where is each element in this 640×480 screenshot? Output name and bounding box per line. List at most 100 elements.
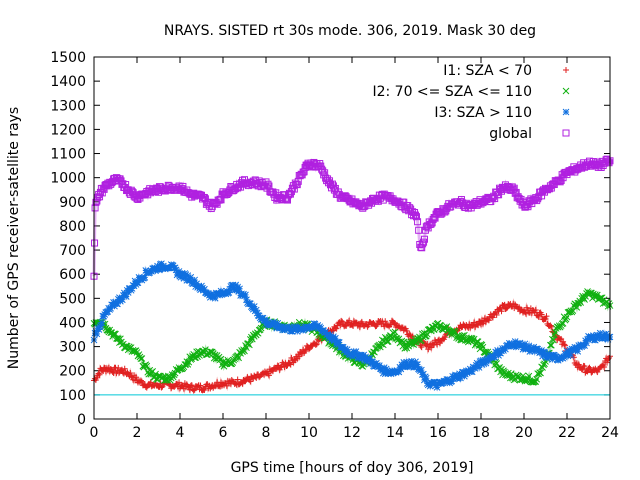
data-point [559,319,567,327]
data-point [395,335,403,343]
data-point [201,386,208,393]
data-point [597,294,605,302]
data-point [604,359,611,366]
data-point [605,159,613,167]
legend-label: I1: SZA < 70 [443,63,532,79]
x-tick-label: 14 [386,425,404,441]
data-point [253,374,260,381]
y-tick-label: 600 [59,267,86,283]
legend-label: I3: SZA > 110 [434,105,532,121]
x-tick-label: 22 [558,425,576,441]
data-point [551,329,559,336]
data-point [169,373,177,381]
data-point [184,383,191,390]
y-tick-label: 300 [59,340,86,356]
y-tick-label: 1100 [50,147,86,163]
data-point [419,240,427,248]
data-point [461,331,468,339]
legend-marker [562,129,570,137]
data-point [356,323,363,330]
data-point [312,341,319,348]
data-point [605,300,613,307]
data-point [137,355,145,363]
data-point [473,338,481,345]
data-point [562,315,570,323]
y-tick-label: 0 [77,412,86,428]
x-axis-label: GPS time [hours of doy 306, 2019] [231,460,474,476]
data-point [338,317,345,324]
data-point [296,353,303,360]
data-point [132,347,140,354]
data-point [415,226,423,234]
data-point [265,372,272,379]
data-point [435,325,443,333]
data-point [246,341,253,349]
data-point [460,336,467,343]
data-point [373,322,380,329]
plot-frame [93,56,611,420]
data-point [577,299,585,306]
data-point [93,374,100,381]
y-tick-label: 800 [59,219,86,235]
x-tick-label: 20 [515,425,533,441]
y-tick-label: 1000 [50,171,86,187]
data-point [159,383,166,390]
data-point [413,213,420,221]
data-point [485,317,492,324]
data-point [333,325,340,332]
data-point [538,311,545,318]
data-point [478,341,486,349]
data-point [138,378,145,385]
data-point [225,289,233,296]
data-point [197,382,204,389]
data-point [133,374,140,381]
data-point [547,341,554,349]
data-point [128,373,135,380]
data-point [252,306,260,314]
data-point [319,167,327,175]
data-point [118,366,125,373]
data-point [547,322,554,329]
data-point [475,322,482,329]
x-tick-label: 24 [601,425,619,441]
data-point [412,211,420,219]
x-tick-label: 8 [262,425,271,441]
data-point [300,168,308,176]
data-point [586,364,593,371]
x-tick-label: 2 [133,425,142,441]
series-1 [90,288,614,386]
data-point [194,353,201,361]
data-point [216,195,224,203]
data-point [542,315,549,322]
legend-marker [562,87,570,95]
data-point [382,318,389,325]
data-point [575,361,582,368]
data-point [573,304,581,311]
y-tick-label: 1500 [50,50,86,66]
data-point [469,322,476,329]
data-point [391,328,399,336]
data-point [241,347,248,355]
data-point [247,336,254,343]
data-point [98,189,106,197]
x-tick-label: 18 [472,425,490,441]
x-tick-label: 10 [300,425,318,441]
legend: I1: SZA < 70 I2: 70 <= SZA <= 110 I3: SZA … [372,63,570,142]
data-point [239,380,246,387]
data-point [95,370,102,377]
data-point [579,366,586,373]
data-point [498,308,505,315]
data-point [257,324,265,332]
data-point [533,375,541,383]
data-point [420,235,428,243]
x-tick-label: 4 [176,425,185,441]
data-point [468,335,476,343]
axis-tick-labels: 0100200300400500600700800900100011001200… [50,50,619,441]
y-tick-label: 700 [59,243,86,259]
data-point [286,360,293,367]
data-point [581,363,588,370]
data-point [383,338,391,345]
x-tick-label: 6 [219,425,228,441]
chart-title: NRAYS. SISTED rt 30s mode. 306, 2019. Ma… [164,23,536,39]
data-point [510,184,518,192]
